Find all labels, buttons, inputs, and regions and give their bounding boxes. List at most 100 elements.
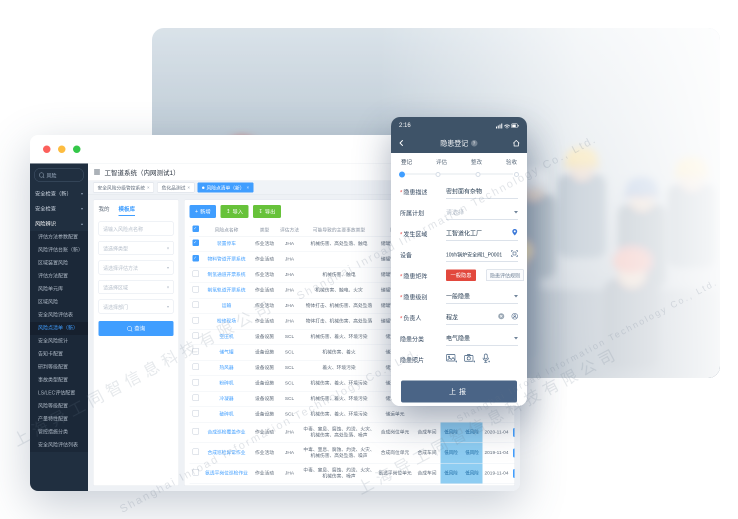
sidebar-item-产量特性配置[interactable]: 产量特性配置 [38,416,68,423]
field-control-隐患照片[interactable] [446,352,518,368]
sidebar-search-input[interactable]: 风险 [34,168,84,182]
sidebar-item-事故类型配置[interactable]: 事故类型配置 [38,377,68,384]
clear-circle-icon[interactable] [498,313,505,321]
sidebar-item-风险评估台账（新）[interactable]: 风险评估台账（新） [38,247,83,254]
home-icon[interactable] [512,139,521,147]
risk-point-link[interactable]: 冷凝器 [201,391,252,407]
risk-point-link[interactable]: 制氢通道开票系统 [201,267,252,283]
evaluation-rule-button[interactable]: 隐患评估规则 [486,269,524,281]
page-tab[interactable]: 危化品测试 × [157,182,195,193]
select-all-checkbox[interactable] [192,225,199,232]
risk-point-link[interactable]: 热风器 [201,360,252,376]
step-dot[interactable] [435,172,441,177]
risk-point-link[interactable]: 装置停车 [201,236,252,252]
close-tab-icon[interactable]: × [246,185,250,190]
location-pin-icon[interactable] [512,229,519,238]
step-dot[interactable] [399,171,405,178]
contact-book-icon[interactable] [511,313,519,321]
field-control-隐患矩阵[interactable]: 一般隐患 隐患评估规则 [446,268,524,284]
submit-button[interactable]: 上报 [401,380,517,403]
add-photo-icon[interactable] [464,354,476,366]
sidebar-item-评估方法参数配置[interactable]: 评估方法参数配置 [38,234,78,241]
query-button[interactable]: 查询 [98,321,174,336]
add-image-icon[interactable] [446,354,458,366]
step-dot[interactable] [514,172,519,177]
reassess-button[interactable]: 复评 [512,469,515,478]
risk-point-link[interactable]: 储气罐 [201,344,252,361]
risk-point-link[interactable]: 运输 [201,298,252,314]
filter-select[interactable]: 请选择评估方法 ▾ [98,260,174,275]
field-control-隐患描述[interactable]: 密封面有杂物 [446,185,518,199]
row-checkbox[interactable] [192,348,199,355]
hamburger-menu-icon[interactable] [94,169,100,175]
risk-point-link[interactable]: 检修现场 [201,313,252,330]
risk-point-link[interactable]: 氨透平岗位巡检作业 [201,463,252,484]
sidebar-item-评估方法配置[interactable]: 评估方法配置 [38,273,68,280]
close-tab-icon[interactable]: × [187,185,191,190]
row-checkbox[interactable] [192,410,199,417]
reassess-button[interactable]: 复评 [512,428,515,437]
step-dot[interactable] [475,172,481,177]
risk-point-link[interactable]: 物料管道开票系统 [201,251,252,268]
sidebar-item-管控措施分类[interactable]: 管控措施分类 [38,429,68,436]
field-control-隐患级别[interactable]: 一般隐患 [446,290,518,304]
row-checkbox[interactable] [192,363,199,371]
help-badge-icon[interactable]: ? [470,139,478,147]
row-checkbox[interactable] [192,255,199,262]
row-checkbox[interactable] [192,286,199,293]
row-checkbox[interactable] [192,317,199,324]
risk-point-link[interactable]: 空压机 [201,329,252,345]
sidebar-item-研判等级配置[interactable]: 研判等级配置 [38,364,68,371]
sidebar-group-安全检查[interactable]: 安全检查 ▾ [30,201,88,216]
zoom-window-button[interactable] [73,145,81,153]
import-button[interactable]: ↥ 导入 [220,205,249,218]
filter-tab-模板库[interactable]: 模板库 [118,205,135,216]
export-button[interactable]: ↧ 导出 [252,205,281,218]
row-checkbox[interactable] [192,270,199,278]
risk-point-link[interactable]: 破碎机 [201,406,252,423]
sidebar-item-告知卡配置[interactable]: 告知卡配置 [38,351,63,358]
sidebar-item-风险等级配置[interactable]: 风险等级配置 [38,403,68,410]
row-checkbox[interactable] [192,332,199,340]
close-tab-icon[interactable]: × [147,185,150,190]
close-window-button[interactable] [43,145,51,153]
filter-select[interactable]: 请选择类型 ▾ [98,241,174,255]
sidebar-item-区域装置风险[interactable]: 区域装置风险 [38,260,68,267]
field-control-所属计划[interactable]: 请选择 [446,206,518,220]
field-control-发生区域[interactable]: 工智道化工厂 [446,227,518,241]
sidebar-group-风险辨识[interactable]: 风险辨识 ▴ [30,216,88,231]
row-checkbox[interactable] [192,469,199,476]
sidebar-item-安全风险评估表[interactable]: 安全风险评估表 [38,312,73,319]
filter-input[interactable]: 请输入风险点名称 [98,221,174,236]
risk-point-link[interactable]: 合成巡检覆盖作业 [201,422,252,443]
field-control-设备[interactable]: 10t/h锅炉安全阀1_P0001 [446,248,518,262]
sidebar-item-安全风险评估列表[interactable]: 安全风险评估列表 [38,442,78,449]
risk-point-link[interactable]: 制氢轨道开票系统 [201,282,252,299]
page-tab[interactable]: 安全风险分级管控系统 × [93,182,155,193]
qr-scan-icon[interactable] [511,249,518,259]
add-button[interactable]: + 新增 [189,205,217,218]
field-control-隐患分类[interactable]: 电气隐患 [446,332,518,346]
filter-select[interactable]: 请选择部门 ▾ [98,299,174,314]
reassess-button[interactable]: 复评 [512,448,515,458]
row-checkbox[interactable] [192,239,199,247]
row-checkbox[interactable] [192,379,199,386]
row-checkbox[interactable] [192,448,199,456]
sidebar-item-安全风险统计[interactable]: 安全风险统计 [38,338,68,345]
filter-select[interactable]: 请选择区域 ▾ [98,280,174,294]
minimize-window-button[interactable] [58,145,66,153]
field-control-负责人[interactable]: 程龙 [446,311,518,325]
sidebar-item-LS/LEC评估配置[interactable]: LS/LEC评估配置 [38,390,76,397]
add-voice-icon[interactable] [482,353,490,366]
row-checkbox[interactable] [192,428,199,435]
row-checkbox[interactable] [192,394,199,402]
filter-tab-我的[interactable]: 我的 [98,206,110,213]
sidebar-item-区域风险[interactable]: 区域风险 [38,299,58,306]
row-checkbox[interactable] [192,301,199,309]
sidebar-item-风险点清单（新）[interactable]: 风险点清单（新） [30,322,88,335]
back-arrow-icon[interactable] [398,140,405,147]
risk-point-link[interactable]: 合成巡检异常作业 [201,442,252,464]
risk-point-link[interactable]: 粉碎机 [201,375,252,392]
hazard-level-button[interactable]: 一般隐患 [446,269,476,281]
sidebar-item-风险单元库[interactable]: 风险单元库 [38,286,63,293]
